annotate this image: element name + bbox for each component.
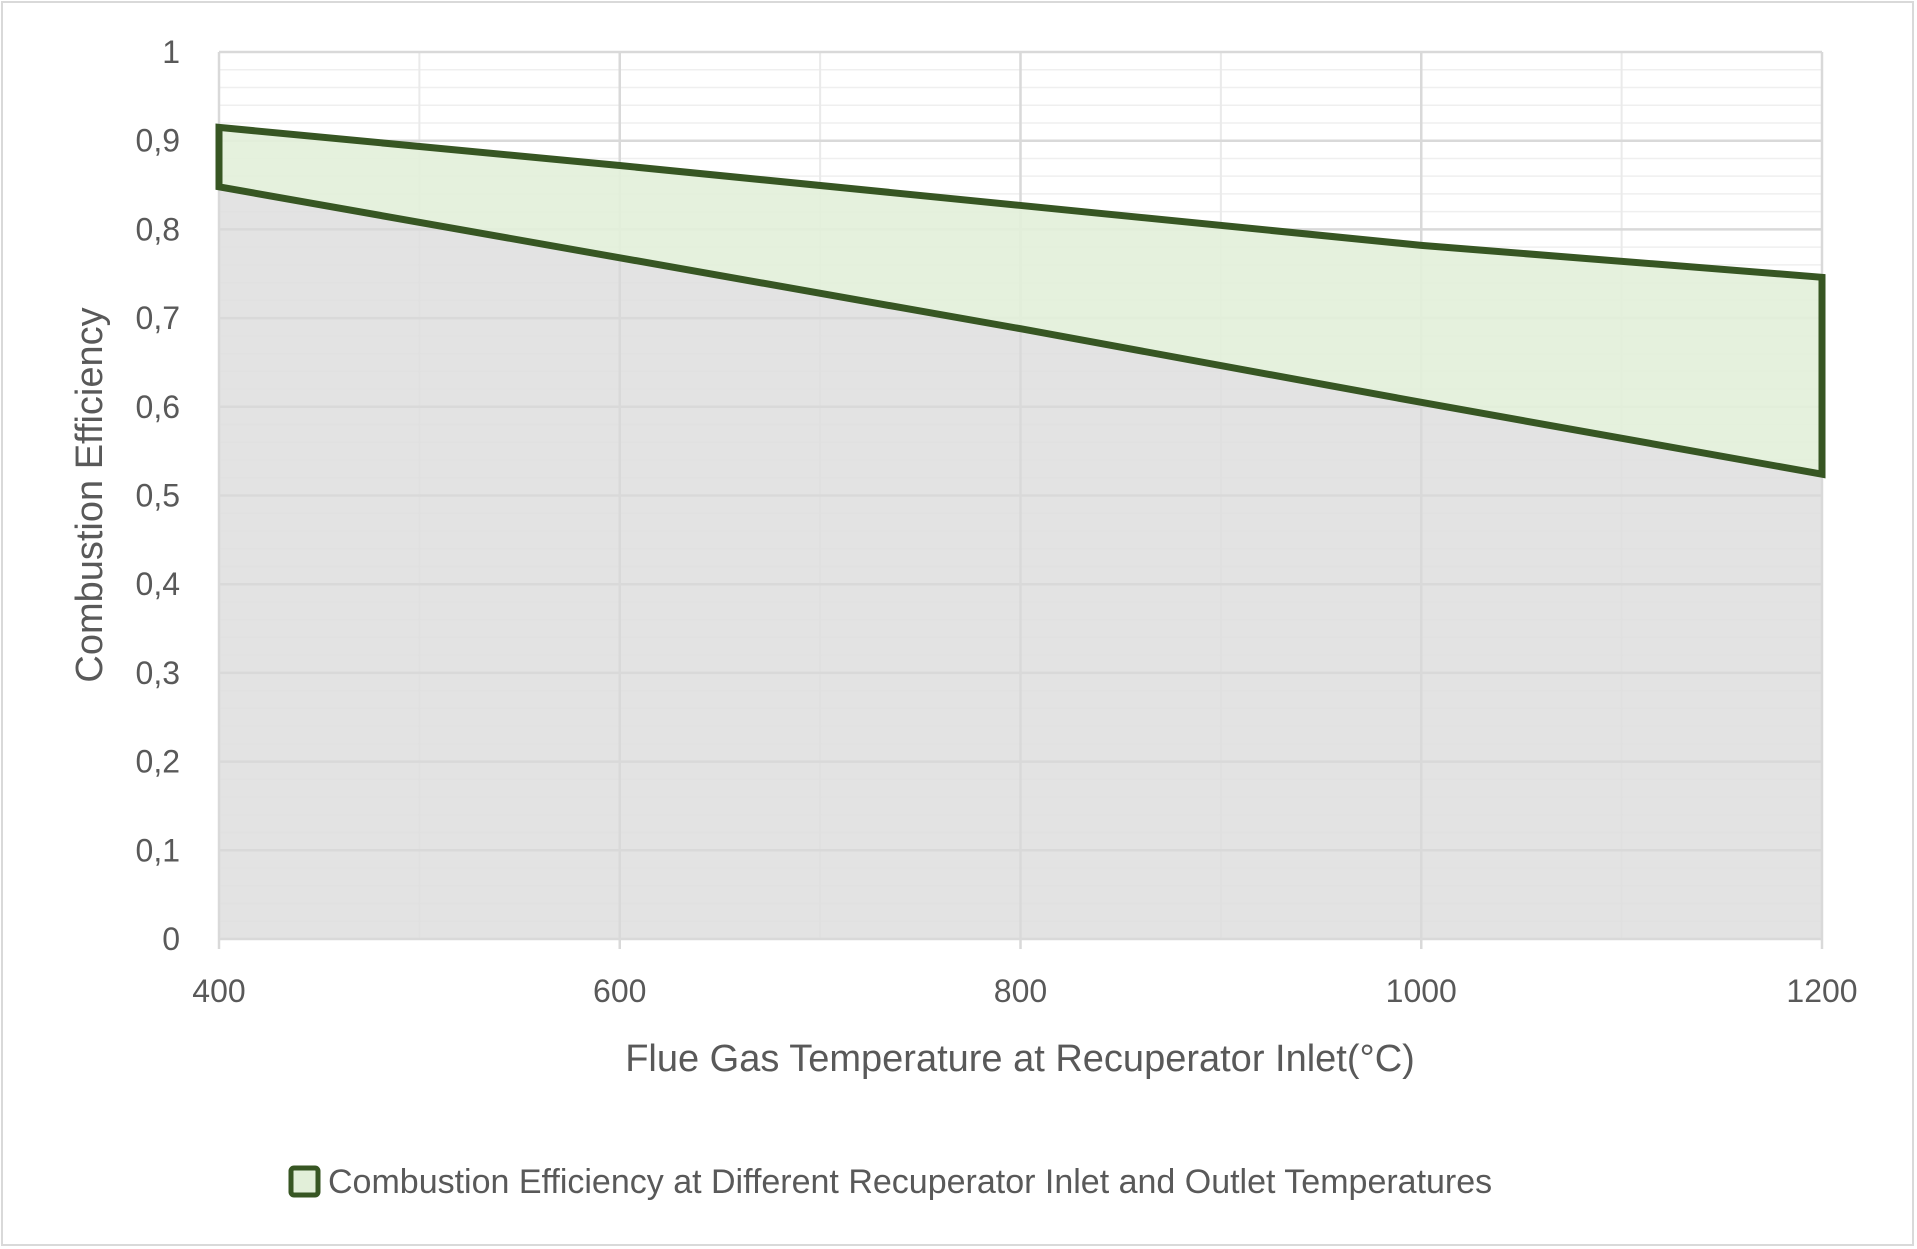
y-axis-title: Combustion Efficiency [69, 307, 111, 682]
legend: Combustion Efficiency at Different Recup… [288, 1163, 1492, 1201]
y-tick-label: 0,3 [136, 655, 180, 691]
y-tick-label: 0,4 [136, 566, 180, 602]
x-tick-label: 400 [192, 973, 245, 1009]
major-gridlines [217, 50, 1824, 949]
y-axis-ticks: 0 0,1 0,2 0,3 0,4 0,5 0,6 0,7 0,8 0,9 1 [136, 34, 180, 957]
y-tick-label: 0,7 [136, 300, 180, 336]
y-tick-label: 0,1 [136, 832, 180, 868]
x-tick-label: 800 [994, 973, 1047, 1009]
legend-swatch [288, 1165, 321, 1198]
legend-label: Combustion Efficiency at Different Recup… [328, 1163, 1492, 1201]
y-tick-label: 0,8 [136, 211, 180, 247]
y-tick-label: 0,5 [136, 478, 180, 514]
y-tick-label: 0 [162, 921, 180, 957]
x-axis-title: Flue Gas Temperature at Recuperator Inle… [625, 1038, 1415, 1080]
efficiency-band [215, 123, 1826, 479]
x-tick-label: 1200 [1786, 973, 1857, 1009]
y-tick-label: 0,9 [136, 123, 180, 159]
x-tick-label: 600 [593, 973, 646, 1009]
x-axis-ticks: 400 600 800 1000 1200 [192, 973, 1857, 1009]
y-tick-label: 0,2 [136, 744, 180, 780]
y-tick-label: 0,6 [136, 389, 180, 425]
x-tick-label: 1000 [1386, 973, 1457, 1009]
y-tick-label: 1 [162, 34, 180, 70]
